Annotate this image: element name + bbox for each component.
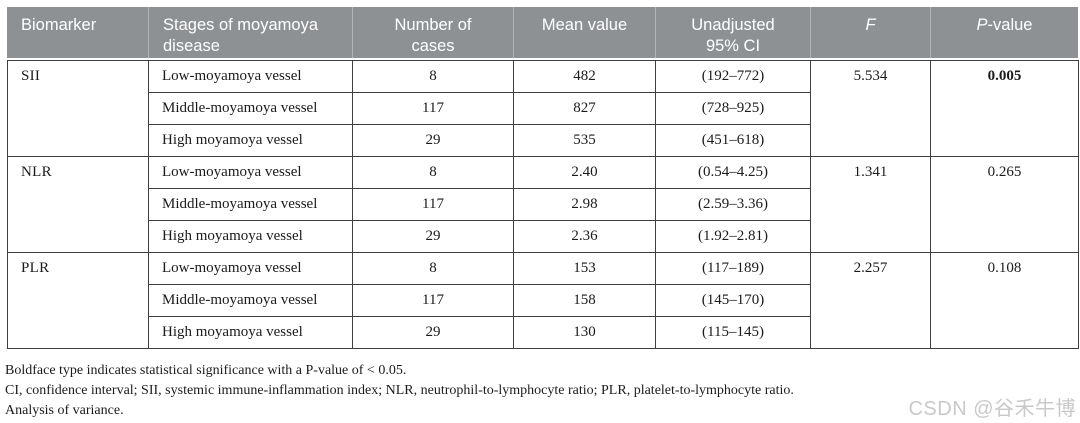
header-stages: Stages of moyamoya disease [148,7,352,58]
header-number-of-cases: Number of cases [352,7,513,58]
table-row: High moyamoya vessel 29 2.36 (1.92–2.81) [8,220,1079,253]
biomarker-cell-sii: SII [7,60,149,157]
stage-cell: High moyamoya vessel [148,124,353,157]
cases-cell: 117 [352,284,514,317]
f-cell-nlr: 1.341 [810,156,931,253]
stage-cell: Low-moyamoya vessel [148,60,353,93]
ci-cell: (1.92–2.81) [655,220,811,253]
cases-cell: 8 [352,156,514,189]
mean-cell: 482 [513,60,656,93]
mean-cell: 2.36 [513,220,656,253]
cases-cell: 29 [352,220,514,253]
table-row: Middle-moyamoya vessel 117 158 (145–170) [8,284,1079,317]
biomarker-cell-nlr: NLR [7,156,149,253]
table-footnotes: Boldface type indicates statistical sign… [5,361,1005,421]
stage-cell: Middle-moyamoya vessel [148,188,353,221]
header-f-statistic: F [810,7,930,58]
mean-cell: 153 [513,252,656,285]
table-row: PLR Low-moyamoya vessel 8 153 (117–189) … [7,252,1079,349]
cases-cell: 29 [352,316,514,349]
footnote-analysis: Analysis of variance. [5,403,124,418]
ci-cell: (451–618) [655,124,811,157]
ci-cell: (117–189) [655,252,811,285]
mean-cell: 2.98 [513,188,656,221]
mean-cell: 535 [513,124,656,157]
header-mean-value: Mean value [513,7,655,58]
stage-cell: Low-moyamoya vessel [148,252,353,285]
ci-cell: (145–170) [655,284,811,317]
table-row: NLR Low-moyamoya vessel 8 2.40 (0.54–4.2… [7,156,1079,253]
table-body: SII Low-moyamoya vessel 8 482 (192–772) … [7,60,1079,349]
p-cell-nlr: 0.265 [930,156,1079,253]
table-row: Middle-moyamoya vessel 117 827 (728–925) [8,92,1079,125]
table-row: SII Low-moyamoya vessel 8 482 (192–772) … [7,60,1079,157]
table-row: High moyamoya vessel 29 130 (115–145) [8,316,1079,349]
ci-cell: (192–772) [655,60,811,93]
p-cell-sii: 0.005 [930,60,1079,157]
stage-cell: Low-moyamoya vessel [148,156,353,189]
ci-cell: (115–145) [655,316,811,349]
footnote-abbreviations: CI, confidence interval; SII, systemic i… [5,383,794,398]
stage-cell: High moyamoya vessel [148,316,353,349]
ci-cell: (728–925) [655,92,811,125]
header-unadjusted-ci: Unadjusted 95% CI [655,7,810,58]
cases-cell: 29 [352,124,514,157]
stage-cell: Middle-moyamoya vessel [148,284,353,317]
csdn-watermark: CSDN @谷禾牛博 [908,398,1076,420]
table-header-row: Biomarker Stages of moyamoya disease Num… [7,7,1078,58]
footnote-significance: Boldface type indicates statistical sign… [5,363,407,378]
header-p-value: P-value [930,7,1078,58]
biomarker-cell-plr: PLR [7,252,149,349]
mean-cell: 2.40 [513,156,656,189]
mean-cell: 130 [513,316,656,349]
cases-cell: 8 [352,252,514,285]
mean-cell: 158 [513,284,656,317]
stage-cell: Middle-moyamoya vessel [148,92,353,125]
stage-cell: High moyamoya vessel [148,220,353,253]
table-row: Middle-moyamoya vessel 117 2.98 (2.59–3.… [8,188,1079,221]
anova-biomarker-table: Biomarker Stages of moyamoya disease Num… [7,7,1079,349]
ci-cell: (2.59–3.36) [655,188,811,221]
cases-cell: 117 [352,188,514,221]
ci-cell: (0.54–4.25) [655,156,811,189]
cases-cell: 117 [352,92,514,125]
table-row: High moyamoya vessel 29 535 (451–618) [8,124,1079,157]
cases-cell: 8 [352,60,514,93]
header-p-value-rest: -value [987,16,1033,34]
f-cell-sii: 5.534 [810,60,931,157]
header-biomarker: Biomarker [21,16,97,34]
p-cell-plr: 0.108 [930,252,1079,349]
mean-cell: 827 [513,92,656,125]
f-cell-plr: 2.257 [810,252,931,349]
header-p-value-italic-p: P [976,16,988,34]
